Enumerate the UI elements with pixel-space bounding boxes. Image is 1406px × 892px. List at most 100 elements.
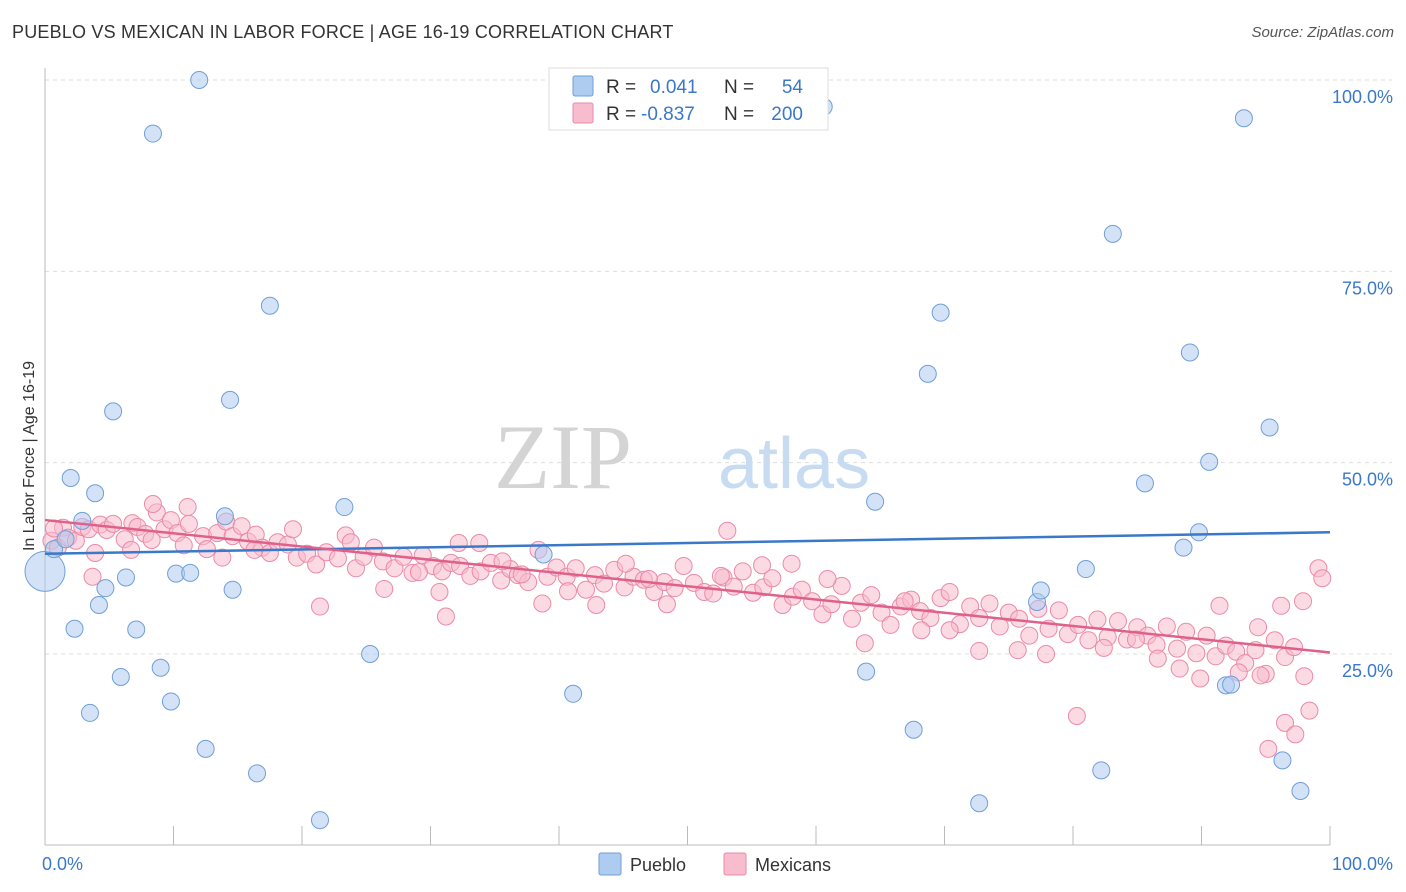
pueblo-point (56, 530, 75, 549)
watermark-zip: ZIP (494, 406, 632, 508)
mexicans-point (940, 583, 959, 602)
pueblo-point (361, 645, 380, 663)
mexicans-point (430, 583, 449, 602)
mexicans-point (639, 569, 658, 588)
mexicans-point (921, 609, 940, 628)
series-legend: Pueblo Mexicans (598, 852, 831, 876)
pueblo-point (111, 667, 130, 686)
mexicans-point (1251, 666, 1270, 685)
mexicans-point (674, 556, 693, 575)
mexicans-point (558, 582, 577, 601)
mexicans-point (576, 580, 595, 599)
mexicans-point (940, 621, 959, 640)
mexicans-point (1187, 644, 1206, 663)
mexicans-point (862, 586, 881, 605)
mexicans-point (822, 595, 841, 614)
mexicans-point (470, 534, 489, 553)
mexicans-point (1148, 649, 1167, 668)
mexicans-point (970, 641, 989, 660)
y-tick-label: 100.0% (1332, 87, 1393, 107)
pueblo-point (181, 563, 200, 582)
chart-source: Source: ZipAtlas.com (1251, 24, 1394, 41)
pueblo-point (1200, 452, 1219, 471)
y-axis-label: In Labor Force | Age 16-19 (21, 361, 38, 551)
stats-legend-r-value-mexicans: -0.837 (641, 104, 695, 125)
mexicans-point (616, 554, 635, 573)
mexicans-point (1126, 630, 1145, 649)
watermark: ZIP atlas (494, 406, 870, 508)
mexicans-point (197, 540, 216, 559)
mexicans-point (1286, 725, 1305, 744)
y-tick-label: 75.0% (1342, 278, 1393, 298)
pueblo-point (1103, 224, 1122, 243)
x-axis-ticks (173, 826, 1331, 845)
pueblo-point (161, 692, 180, 711)
mexicans-point (980, 594, 999, 613)
mexicans-point (83, 567, 102, 586)
pueblo-point (970, 794, 989, 813)
pueblo-point (918, 364, 937, 383)
mexicans-point (657, 595, 676, 614)
mexicans-point (1168, 639, 1187, 658)
pueblo-point (931, 303, 950, 322)
stats-legend-mexicans-swatch (572, 102, 594, 124)
stats-legend-box (548, 67, 829, 131)
stats-legend-r-value-pueblo: 0.041 (650, 77, 698, 98)
pueblo-point (1234, 109, 1253, 128)
pueblo-point (866, 492, 885, 511)
mexicans-point (179, 514, 198, 533)
legend-pueblo-label: Pueblo (630, 855, 686, 875)
mexicans-point (1108, 612, 1127, 631)
pueblo-point (223, 580, 242, 599)
mexicans-point (1008, 641, 1027, 660)
mexicans-point (718, 521, 737, 540)
pueblo-point (1291, 781, 1310, 800)
mexicans-point (1313, 569, 1332, 588)
mexicans-point (753, 556, 772, 575)
mexicans-point (782, 554, 801, 573)
mexicans-point (310, 597, 329, 616)
mexicans-point (818, 569, 837, 588)
mexicans-point (122, 540, 141, 559)
pueblo-point (24, 550, 66, 592)
x-tick-label: 100.0% (1332, 854, 1393, 874)
mexicans-point (665, 579, 684, 598)
legend-mexicans-swatch (723, 852, 747, 876)
mexicans-point (104, 514, 123, 533)
pueblo-point (1222, 675, 1241, 694)
mexicans-point (213, 548, 232, 567)
mexicans-point (872, 603, 891, 622)
trend-lines (44, 518, 1331, 654)
mexicans-point (1067, 706, 1086, 725)
pueblo-point (1092, 761, 1111, 780)
pueblo-point (1260, 418, 1279, 437)
legend-pueblo-swatch (598, 852, 622, 876)
pueblo-point (151, 658, 170, 677)
pueblo-point (116, 568, 135, 587)
pueblo-point (1189, 523, 1208, 542)
mexicans-point (763, 569, 782, 588)
pueblo-point (221, 390, 240, 409)
mexicans-point (1210, 596, 1229, 615)
y-tick-label: 50.0% (1342, 470, 1393, 490)
pueblo-point (310, 811, 329, 830)
stats-legend-n-value-pueblo: 54 (782, 77, 804, 98)
mexicans-point (1088, 610, 1107, 629)
pueblo-point (857, 662, 876, 681)
pueblo-point (190, 71, 209, 89)
mexicans-point (842, 609, 861, 628)
pueblo-trend-line (44, 531, 1331, 555)
mexicans-point (1191, 669, 1210, 688)
mexicans-point (912, 621, 931, 640)
watermark-atlas: atlas (718, 424, 870, 504)
pueblo-point (215, 507, 234, 526)
mexicans-point (566, 559, 585, 578)
grid-lines (45, 79, 1392, 655)
mexicans-point (375, 579, 394, 598)
pueblo-point (564, 684, 583, 703)
mexicans-point (733, 562, 752, 581)
pueblo-point (89, 596, 108, 615)
legend-mexicans-label: Mexicans (755, 855, 831, 875)
mexicans-point (449, 534, 468, 553)
pueblo-point (104, 402, 123, 421)
